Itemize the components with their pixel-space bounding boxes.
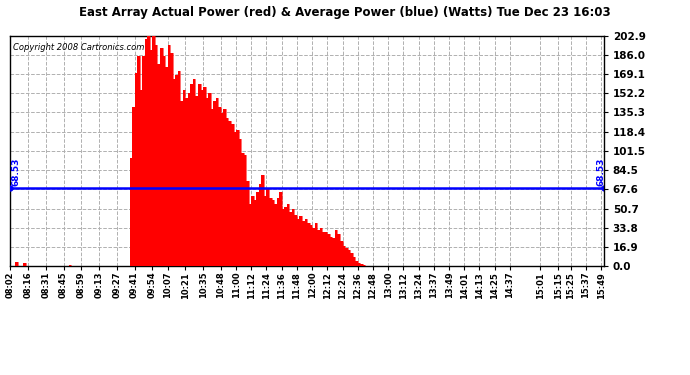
- Text: Copyright 2008 Cartronics.com: Copyright 2008 Cartronics.com: [13, 42, 145, 51]
- Text: East Array Actual Power (red) & Average Power (blue) (Watts) Tue Dec 23 16:03: East Array Actual Power (red) & Average …: [79, 6, 611, 19]
- Text: 68.53: 68.53: [12, 158, 21, 186]
- Text: 68.53: 68.53: [597, 158, 606, 186]
